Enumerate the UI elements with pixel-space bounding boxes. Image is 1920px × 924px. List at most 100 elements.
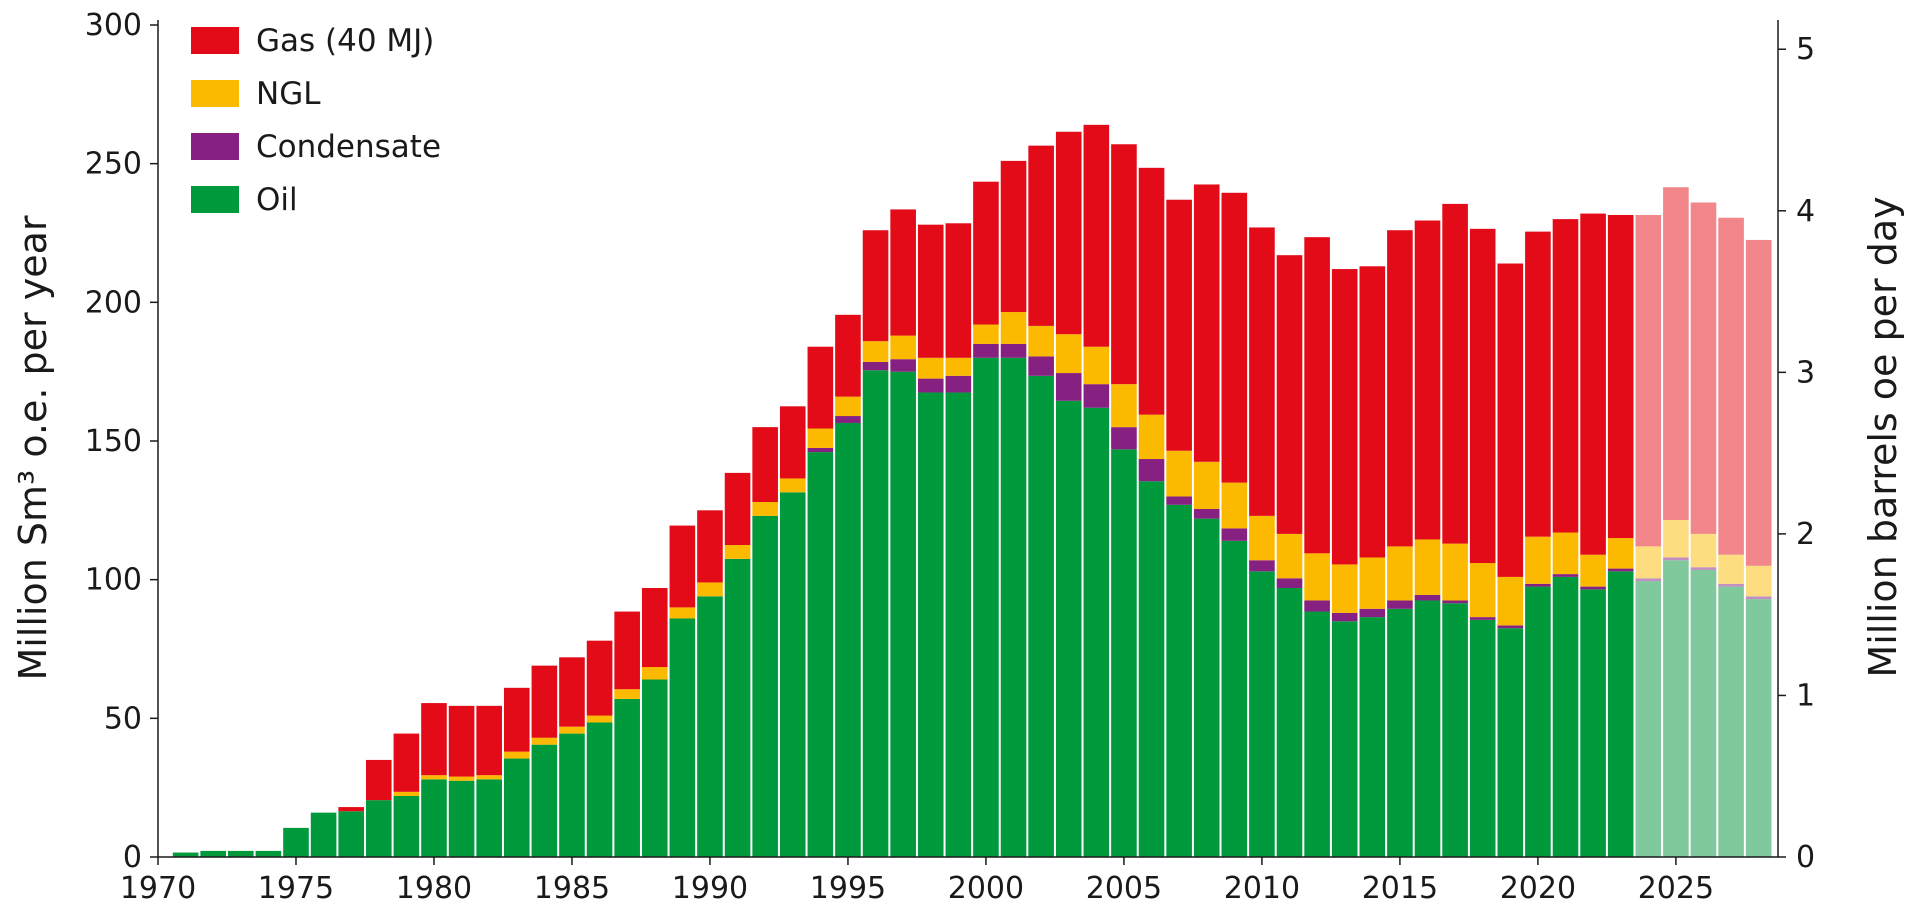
bar-oil-2027 <box>1718 586 1744 857</box>
bar-ngl-2026 <box>1690 533 1717 568</box>
bar-oil-1989 <box>669 618 696 857</box>
bar-ngl-2018 <box>1469 563 1496 618</box>
legend-label: Gas (40 MJ) <box>256 23 434 59</box>
bar-oil-1978 <box>365 800 392 857</box>
bar-oil-2017 <box>1442 603 1468 857</box>
bar-ngl-1981 <box>448 776 475 781</box>
bar-oil-1980 <box>421 779 447 857</box>
bar-gas-40-mj-1983 <box>503 687 530 752</box>
bar-oil-2009 <box>1221 540 1248 857</box>
bar-condensate-2008 <box>1193 508 1220 519</box>
bar-gas-40-mj-1985 <box>559 657 585 727</box>
bar-ngl-2001 <box>1000 312 1027 344</box>
bar-gas-40-mj-1977 <box>338 807 364 812</box>
bar-oil-1973 <box>227 850 254 857</box>
bar-ngl-2000 <box>973 324 999 344</box>
bar-ngl-2005 <box>1111 384 1137 428</box>
bar-ngl-2009 <box>1221 482 1248 529</box>
bar-condensate-2026 <box>1690 567 1717 570</box>
bar-oil-2000 <box>973 357 999 857</box>
y-tick-label: 300 <box>85 8 142 43</box>
y2-tick-label: 1 <box>1796 678 1815 713</box>
bar-ngl-2014 <box>1359 557 1386 609</box>
bar-gas-40-mj-1997 <box>890 209 916 336</box>
bar-oil-1983 <box>503 758 530 857</box>
bar-gas-40-mj-2022 <box>1580 213 1606 555</box>
bar-condensate-2005 <box>1111 427 1137 450</box>
legend-swatch-gas-40-mj <box>191 27 239 54</box>
bar-ngl-1987 <box>614 689 640 699</box>
bar-oil-2014 <box>1359 617 1386 857</box>
bar-ngl-1982 <box>476 775 502 780</box>
bar-gas-40-mj-2007 <box>1166 199 1192 451</box>
bar-oil-2006 <box>1138 481 1165 857</box>
y2-axis-title: Million barrels oe per day <box>1861 196 1905 677</box>
x-tick-label: 2000 <box>948 871 1024 906</box>
legend-label: NGL <box>256 76 321 112</box>
bar-condensate-2028 <box>1745 596 1772 600</box>
bar-oil-2021 <box>1552 576 1579 857</box>
bar-gas-40-mj-2006 <box>1138 167 1165 415</box>
bar-condensate-1995 <box>835 416 861 423</box>
bar-oil-2019 <box>1497 628 1524 857</box>
bar-ngl-1984 <box>531 737 558 745</box>
bar-ngl-2016 <box>1414 539 1441 595</box>
bar-gas-40-mj-2015 <box>1387 230 1413 547</box>
axes-layer: 0 50 100 150 200 250 300 0 1 2 3 4 5 1970 1975 1980 1985… <box>85 8 1815 906</box>
bar-ngl-1979 <box>393 791 420 796</box>
bar-gas-40-mj-2008 <box>1193 184 1220 462</box>
bar-oil-1998 <box>917 392 944 857</box>
bar-ngl-1988 <box>641 667 668 680</box>
bar-ngl-2023 <box>1607 538 1634 569</box>
bar-condensate-2024 <box>1635 578 1662 582</box>
bar-ngl-2028 <box>1745 565 1772 597</box>
x-tick-label: 1970 <box>120 871 196 906</box>
bar-gas-40-mj-2001 <box>1000 160 1027 313</box>
bar-oil-1994 <box>807 452 834 857</box>
bar-oil-1974 <box>255 850 282 857</box>
x-tick-label: 1985 <box>534 871 610 906</box>
x-tick-label: 2015 <box>1362 871 1438 906</box>
bar-gas-40-mj-2013 <box>1331 269 1358 565</box>
bar-condensate-2012 <box>1304 600 1330 612</box>
bar-oil-2018 <box>1469 619 1496 857</box>
bar-condensate-2025 <box>1663 557 1689 561</box>
bar-gas-40-mj-2010 <box>1249 227 1275 516</box>
bar-ngl-1980 <box>421 775 447 780</box>
bar-condensate-2000 <box>973 343 999 358</box>
x-tick-label: 1995 <box>810 871 886 906</box>
bar-gas-40-mj-1986 <box>586 640 613 716</box>
bar-ngl-2011 <box>1276 533 1303 579</box>
bar-gas-40-mj-1982 <box>476 705 502 776</box>
y-axis-title: Million Sm³ o.e. per year <box>11 215 55 680</box>
y-tick-label: 200 <box>85 285 142 320</box>
y-tick-label: 150 <box>85 424 142 459</box>
bar-gas-40-mj-2026 <box>1690 202 1717 534</box>
bar-oil-1981 <box>448 780 475 857</box>
bar-ngl-2021 <box>1552 532 1579 575</box>
bar-condensate-2010 <box>1249 560 1275 572</box>
bar-ngl-1996 <box>862 341 889 362</box>
bar-condensate-2020 <box>1525 583 1551 587</box>
bar-ngl-2006 <box>1138 414 1165 460</box>
bar-gas-40-mj-1992 <box>752 427 778 503</box>
bar-condensate-2016 <box>1414 594 1441 601</box>
bar-oil-2011 <box>1276 587 1303 857</box>
bar-ngl-2013 <box>1331 564 1358 613</box>
bar-gas-40-mj-1991 <box>724 472 751 545</box>
bar-gas-40-mj-2005 <box>1111 144 1137 385</box>
x-tick-label: 2010 <box>1224 871 1300 906</box>
bar-condensate-1994 <box>807 447 834 453</box>
bar-ngl-1983 <box>503 751 530 759</box>
y2-tick-label: 0 <box>1796 840 1815 875</box>
bar-oil-1988 <box>641 679 668 857</box>
bar-oil-2023 <box>1607 571 1634 857</box>
bar-oil-2020 <box>1525 586 1551 857</box>
bar-condensate-2027 <box>1718 583 1744 587</box>
bar-ngl-2020 <box>1525 536 1551 584</box>
y-tick-label: 50 <box>104 701 142 736</box>
y2-tick-label: 2 <box>1796 517 1815 552</box>
bar-oil-1972 <box>200 850 226 857</box>
bar-condensate-2018 <box>1469 617 1496 620</box>
